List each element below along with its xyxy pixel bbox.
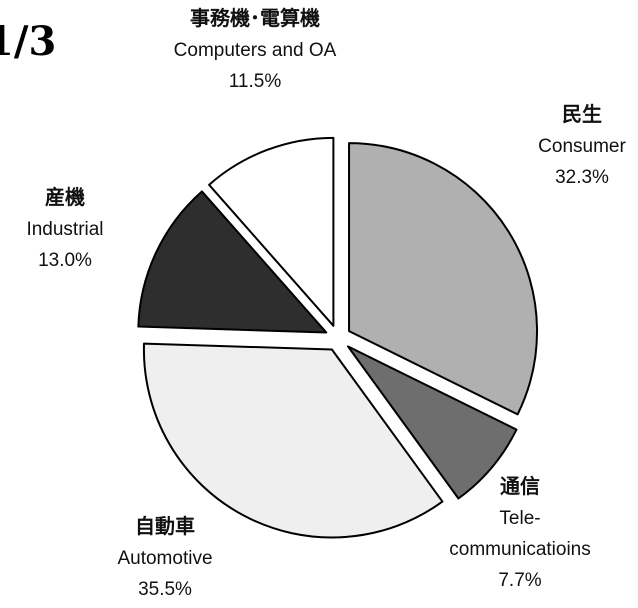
slice-label: 事務機･電算機 Computers and OA 11.5% — [160, 4, 350, 97]
value-label: 35.5% — [138, 579, 192, 600]
pie-slice — [348, 142, 539, 416]
label-ja: 民生 — [562, 104, 602, 126]
chart-title: 1/3 — [0, 18, 57, 65]
pie-slice — [346, 345, 518, 500]
label-ja: 通信 — [500, 476, 540, 498]
slice-label: 産機 Industrial 13.0% — [0, 183, 135, 276]
pie-slice — [142, 342, 444, 539]
value-label: 7.7% — [498, 570, 542, 591]
pie-slice — [208, 136, 335, 327]
label-ja: 産機 — [45, 187, 85, 209]
label-ja: 自動車 — [135, 516, 195, 538]
slice-label: 民生 Consumer 32.3% — [517, 100, 638, 193]
value-label: 13.0% — [38, 250, 92, 271]
pie-slice — [137, 190, 328, 334]
slice-label: 通信 Tele-communicatioins 7.7% — [445, 472, 595, 596]
label-en: Industrial — [26, 219, 104, 240]
label-en: Consumer — [538, 136, 626, 157]
value-label: 32.3% — [555, 167, 609, 188]
label-ja: 事務機･電算機 — [190, 8, 320, 30]
value-label: 11.5% — [228, 71, 282, 92]
label-en: Computers and OA — [173, 40, 337, 61]
label-en: Automotive — [117, 548, 213, 569]
slice-label: 自動車 Automotive 35.5% — [85, 512, 245, 605]
label-en: Tele-communicatioins — [449, 508, 591, 560]
